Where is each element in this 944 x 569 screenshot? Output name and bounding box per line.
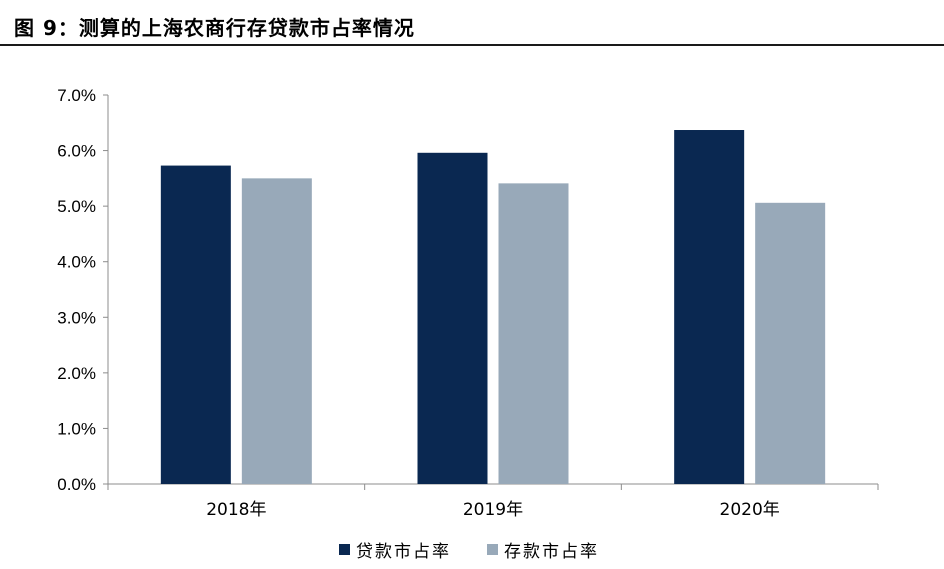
bar-deposit-share xyxy=(241,178,312,484)
bar-deposit-share xyxy=(755,202,826,484)
x-category-label: 2020年 xyxy=(720,500,780,520)
figure-header: 图 9：测算的上海农商行存贷款市占率情况 xyxy=(0,0,944,46)
bar-deposit-share xyxy=(498,183,569,484)
bar-loan-share xyxy=(417,152,488,484)
legend-swatch-deposit xyxy=(487,544,498,555)
bars xyxy=(160,130,826,484)
legend-swatch-loan xyxy=(339,544,350,555)
x-category-label: 2019年 xyxy=(463,500,523,520)
y-tick-label: 7.0% xyxy=(57,86,96,105)
y-tick-label: 4.0% xyxy=(57,253,96,272)
y-tick-label: 6.0% xyxy=(57,142,96,161)
y-tick-label: 5.0% xyxy=(57,197,96,216)
legend: 贷款市占率 存款市占率 xyxy=(339,542,599,562)
bar-loan-share xyxy=(674,130,745,484)
y-tick-label: 2.0% xyxy=(57,364,96,383)
legend-label-deposit: 存款市占率 xyxy=(504,542,599,562)
y-tick-label: 0.0% xyxy=(57,475,96,494)
y-tick-label: 1.0% xyxy=(57,419,96,438)
y-axis: 0.0% 1.0% 2.0% 3.0% 4.0% 5.0% 6.0% 7.0% xyxy=(57,86,109,494)
bar-loan-share xyxy=(160,165,231,484)
x-axis: 2018年 2019年 2020年 xyxy=(107,483,879,520)
x-category-label: 2018年 xyxy=(206,500,266,520)
y-tick-label: 3.0% xyxy=(57,308,96,327)
title-rule xyxy=(0,44,944,46)
legend-label-loan: 贷款市占率 xyxy=(356,542,451,562)
figure-title: 图 9：测算的上海农商行存贷款市占率情况 xyxy=(14,16,415,40)
